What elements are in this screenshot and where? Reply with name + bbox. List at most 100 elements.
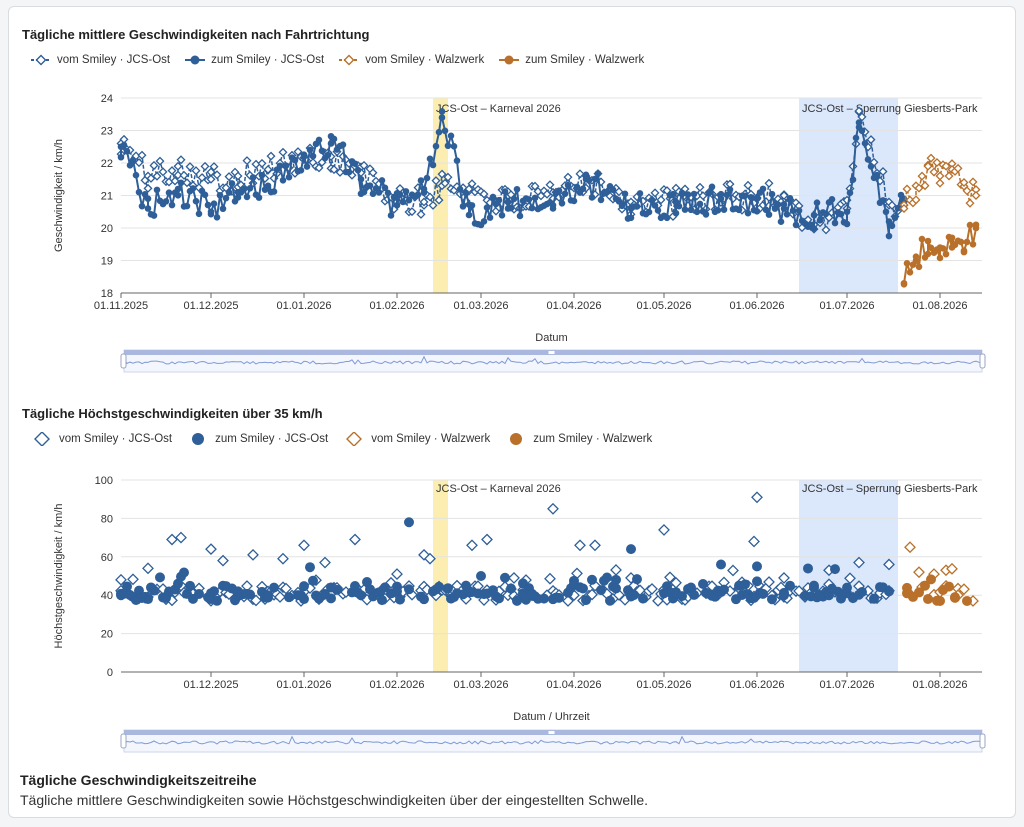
data-point-circle	[483, 204, 491, 211]
data-point-circle	[122, 581, 132, 592]
data-point-diamond	[911, 195, 921, 205]
legend-label: zum Smiley · JCS-Ost	[211, 54, 325, 66]
data-point-diamond	[149, 160, 159, 170]
data-point-circle	[357, 175, 365, 183]
data-point-circle	[521, 594, 531, 605]
data-point-circle	[939, 245, 947, 252]
data-point-circle	[513, 185, 521, 193]
data-point-diamond	[743, 180, 753, 190]
data-point-circle	[450, 142, 458, 150]
data-point-circle	[561, 190, 569, 198]
data-point-circle	[240, 185, 248, 193]
legend-item[interactable]: vom Smiley · JCS-Ost	[30, 53, 170, 67]
y-tick-label: 23	[101, 126, 113, 138]
data-point-diamond	[466, 539, 478, 552]
legend-item[interactable]: zum Smiley · JCS-Ost	[184, 53, 324, 67]
data-point-circle	[626, 544, 636, 555]
data-point-diamond	[479, 189, 489, 199]
data-point-circle	[857, 586, 867, 597]
y-tick-label: 0	[107, 667, 113, 679]
data-point-diamond	[233, 171, 243, 181]
data-point-circle	[675, 202, 683, 210]
legend-label: zum Smiley · Walzwerk	[525, 54, 645, 66]
data-point-circle	[360, 188, 368, 196]
chart2-legend: vom Smiley · JCS-Ost zum Smiley · JCS-Ost…	[30, 432, 666, 446]
data-point-circle	[308, 575, 318, 586]
x-axis-title: Datum	[535, 332, 567, 344]
data-point-diamond	[440, 178, 450, 188]
data-point-diamond	[481, 533, 493, 546]
data-point-diamond	[431, 176, 441, 186]
data-point-diamond	[779, 190, 789, 201]
data-point-circle	[285, 173, 293, 181]
karneval-band	[433, 480, 448, 672]
data-point-circle	[950, 592, 960, 603]
data-point-circle	[914, 587, 924, 598]
data-point-diamond	[935, 178, 945, 188]
navigator-right-handle	[979, 733, 986, 749]
legend-item[interactable]: vom Smiley · Walzwerk	[338, 53, 484, 67]
legend-item[interactable]: zum Smiley · Walzwerk	[498, 53, 644, 67]
data-point-diamond	[127, 573, 139, 586]
data-point-circle	[891, 214, 899, 222]
data-point-diamond	[185, 162, 195, 172]
data-point-circle	[120, 141, 128, 149]
x-axis-title: Datum / Uhrzeit	[513, 711, 589, 723]
data-point-circle	[405, 196, 413, 204]
data-point-circle	[611, 583, 621, 594]
y-tick-label: 19	[101, 256, 113, 268]
data-point-circle	[780, 205, 788, 212]
data-point-circle	[404, 517, 414, 528]
data-point-circle	[935, 595, 945, 606]
data-point-diamond	[589, 539, 601, 552]
data-point-diamond	[844, 572, 856, 585]
data-point-circle	[900, 279, 908, 287]
legend-item[interactable]: vom Smiley · JCS-Ost	[30, 432, 172, 446]
chart2-plot[interactable]: JCS-Ost – Karneval 2026 JCS-Ost – Sperrun…	[0, 385, 1024, 770]
data-point-circle	[315, 136, 323, 144]
data-point-circle	[504, 198, 512, 206]
legend-item[interactable]: zum Smiley · Walzwerk	[504, 432, 652, 446]
data-point-circle	[708, 183, 716, 191]
data-point-circle	[305, 562, 315, 573]
data-point-circle	[581, 595, 591, 606]
chart1-legend: vom Smiley · JCS-Ost zum Smiley · JCS-Ost…	[30, 53, 658, 67]
data-point-circle	[753, 207, 761, 215]
legend-label: vom Smiley · JCS-Ost	[59, 433, 173, 445]
data-point-circle	[719, 584, 729, 595]
data-point-circle	[861, 140, 869, 147]
data-point-circle	[174, 191, 182, 199]
data-point-circle	[162, 198, 170, 205]
data-point-circle	[779, 590, 789, 601]
data-point-circle	[177, 179, 185, 187]
data-point-circle	[570, 197, 578, 205]
data-point-circle	[123, 147, 131, 155]
data-point-circle	[611, 574, 621, 585]
data-point-circle	[183, 202, 191, 210]
y-tick-label: 40	[101, 590, 113, 602]
data-point-diamond	[914, 183, 924, 193]
data-point-circle	[375, 189, 383, 196]
data-point-circle	[936, 254, 944, 262]
data-point-circle	[717, 195, 725, 203]
data-point-circle	[443, 583, 453, 594]
data-point-circle	[168, 201, 176, 209]
chart1-plot[interactable]: JCS-Ost – Karneval 2026 JCS-Ost – Sperrun…	[0, 0, 1024, 385]
legend-diamond-marker	[35, 54, 47, 66]
x-tick-label: 01.11.2025	[94, 300, 148, 312]
data-point-circle	[441, 127, 449, 135]
data-point-circle	[759, 185, 767, 193]
legend-item[interactable]: vom Smiley · Walzwerk	[342, 432, 490, 446]
legend-label: vom Smiley · Walzwerk	[365, 54, 485, 66]
data-point-diamond	[941, 161, 951, 171]
legend-item[interactable]: zum Smiley · JCS-Ost	[186, 432, 328, 446]
data-point-circle	[944, 581, 954, 592]
data-point-circle	[960, 247, 968, 255]
data-point-circle	[276, 162, 284, 170]
navigator-left-handle	[120, 353, 127, 369]
data-point-diamond	[853, 556, 865, 569]
data-point-circle	[618, 202, 626, 210]
data-point-diamond	[428, 200, 438, 210]
data-point-diamond	[854, 106, 864, 116]
data-point-circle	[912, 257, 920, 264]
